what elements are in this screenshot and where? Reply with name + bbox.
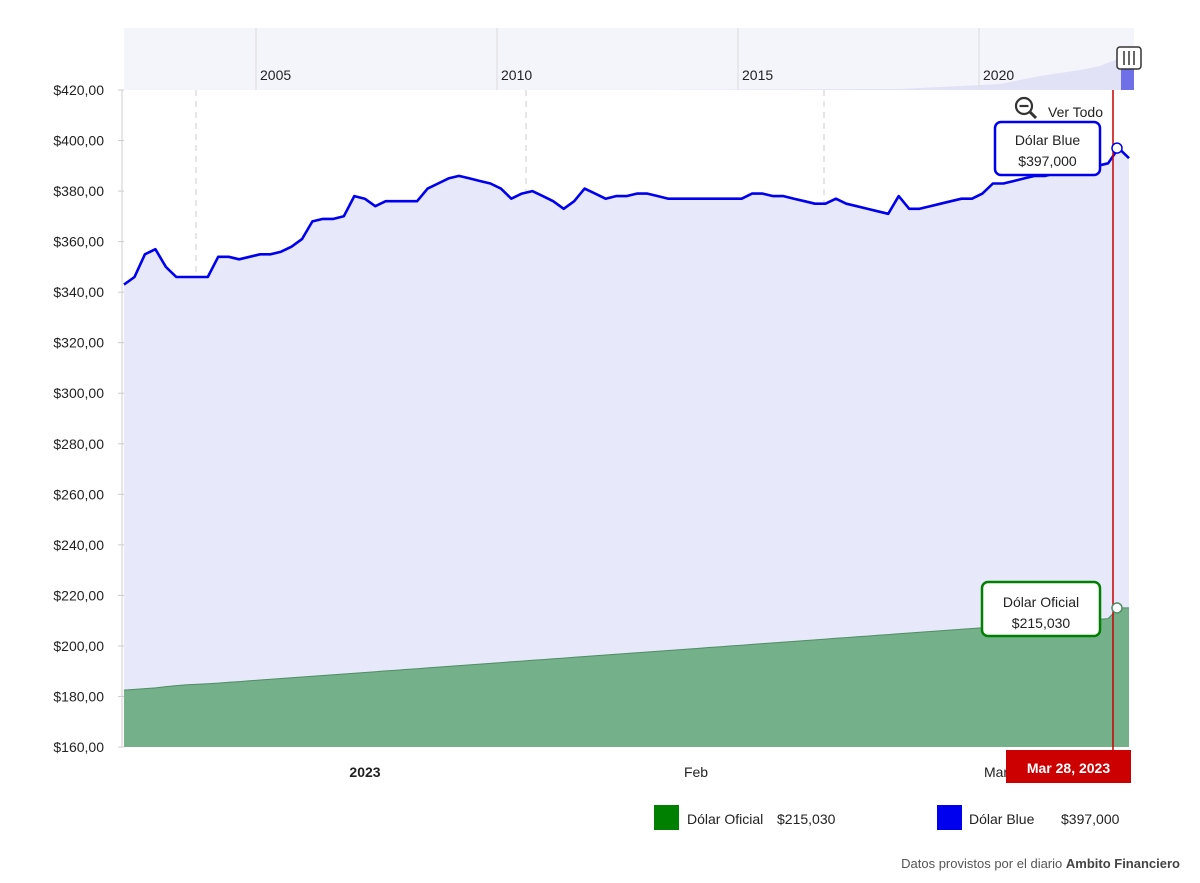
zoom-out-icon (1014, 96, 1038, 120)
y-tick-label: $200,00 (53, 638, 104, 654)
y-tick-label: $180,00 (53, 688, 104, 704)
y-tick-label: $260,00 (53, 486, 104, 502)
marker-dolar-oficial (1111, 602, 1123, 614)
navigator-years: 2005 2010 2015 2020 (255, 28, 1014, 90)
y-tick-label: $360,00 (53, 234, 104, 250)
y-tick-label: $340,00 (53, 284, 104, 300)
tooltip-oficial: Dólar Oficial $215,030 (980, 580, 1102, 638)
navigator-handle[interactable] (1116, 46, 1142, 70)
legend-swatch-oficial (654, 805, 679, 830)
legend-swatch-blue (937, 805, 962, 830)
navigator-background[interactable] (124, 28, 1134, 90)
hover-markers (1111, 142, 1123, 614)
navigator-year-label: 2005 (260, 67, 291, 83)
zoom-out-label: Ver Todo (1048, 104, 1103, 120)
credit-source: Ambito Financiero (1066, 856, 1180, 871)
x-tick-label: Mar (984, 764, 1008, 780)
x-tick-label: 2023 (349, 764, 380, 780)
y-tick-label: $280,00 (53, 436, 104, 452)
legend-value-oficial: $215,030 (777, 811, 836, 827)
navigator-year-label: 2010 (501, 67, 532, 83)
legend: Dólar Oficial $215,030 Dólar Blue $397,0… (654, 805, 1120, 830)
navigator-year-label: 2020 (983, 67, 1014, 83)
legend-label-oficial: Dólar Oficial (687, 811, 763, 827)
legend-value-blue: $397,000 (1061, 811, 1120, 827)
y-tick-label: $380,00 (53, 183, 104, 199)
tooltip-oficial-value: $215,030 (1012, 615, 1071, 631)
line-dolar-oficial (123, 607, 1129, 691)
crosshair-date-badge: Mar 28, 2023 (1006, 750, 1131, 783)
y-tick-label: $240,00 (53, 537, 104, 553)
navigator-series-area (640, 58, 1134, 90)
area-dolar-blue (124, 148, 1129, 748)
tooltip-blue-value: $397,000 (1018, 153, 1077, 169)
legend-label-blue: Dólar Blue (969, 811, 1035, 827)
y-tick-label: $220,00 (53, 587, 104, 603)
y-tick-label: $300,00 (53, 385, 104, 401)
marker-dolar-blue (1111, 142, 1123, 154)
legend-item-blue[interactable]: Dólar Blue $397,000 (937, 805, 1120, 830)
navigator-year-label: 2015 (742, 67, 773, 83)
line-dolar-blue (123, 146, 1130, 286)
x-axis: 2023 Feb Mar (349, 764, 1008, 780)
credit-text: Datos provistos por el diario Ambito Fin… (901, 856, 1180, 871)
crosshair-date-label: Mar 28, 2023 (1027, 760, 1110, 776)
legend-item-oficial[interactable]: Dólar Oficial $215,030 (654, 805, 836, 830)
x-tick-label: Feb (684, 764, 708, 780)
area-dolar-oficial (124, 607, 1129, 747)
series-areas (123, 146, 1130, 748)
credit-prefix: Datos provistos por el diario (901, 856, 1066, 871)
y-tick-label: $320,00 (53, 335, 104, 351)
y-tick-label: $420,00 (53, 82, 104, 98)
tooltip-blue-title: Dólar Blue (1015, 132, 1081, 148)
y-tick-label: $400,00 (53, 133, 104, 149)
tooltip-oficial-title: Dólar Oficial (1003, 594, 1079, 610)
zoom-out-button[interactable]: Ver Todo (1014, 96, 1103, 120)
y-tick-label: $160,00 (53, 739, 104, 755)
tooltip-blue: Dólar Blue $397,000 (993, 120, 1102, 177)
y-axis: $160,00 $180,00 $200,00 $220,00 $240,00 $260,… (53, 82, 124, 755)
